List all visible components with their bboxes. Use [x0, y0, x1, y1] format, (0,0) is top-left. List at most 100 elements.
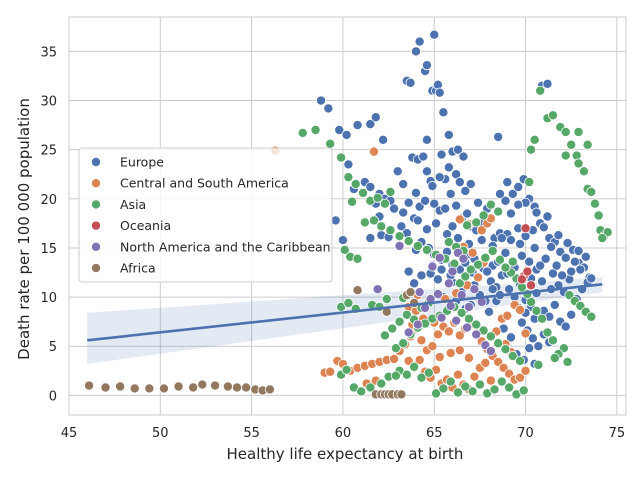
- point-europe: [513, 182, 524, 193]
- point-europe: [531, 207, 542, 218]
- point-asia: [416, 372, 427, 383]
- point-asia: [325, 138, 336, 149]
- point-europe: [536, 276, 547, 287]
- legend-label: Central and South America: [120, 176, 289, 191]
- point-central-and-south-america: [454, 214, 465, 225]
- point-europe: [421, 224, 432, 235]
- point-europe: [458, 151, 469, 162]
- point-europe: [557, 270, 568, 281]
- point-asia: [496, 376, 507, 387]
- point-europe: [452, 233, 463, 244]
- point-africa: [222, 381, 233, 392]
- point-asia: [409, 361, 420, 372]
- point-europe: [396, 221, 407, 232]
- legend-marker: [91, 241, 102, 252]
- point-africa: [115, 381, 126, 392]
- point-asia: [445, 376, 456, 387]
- point-asia: [454, 278, 465, 289]
- point-europe: [421, 134, 432, 145]
- point-north-america-and-the-caribbean: [432, 289, 443, 300]
- point-asia: [467, 386, 478, 397]
- point-europe: [465, 179, 476, 190]
- point-asia: [485, 199, 496, 210]
- point-europe: [447, 221, 458, 232]
- x-axis-label: Healthy life expectancy at birth: [227, 445, 464, 463]
- point-europe: [434, 87, 445, 98]
- point-north-america-and-the-caribbean: [372, 284, 383, 295]
- point-central-and-south-america: [520, 328, 531, 339]
- point-europe: [533, 341, 544, 352]
- points-layer: [84, 29, 613, 400]
- point-asia: [394, 316, 405, 327]
- point-europe: [438, 107, 449, 118]
- point-asia: [500, 262, 511, 273]
- point-central-and-south-america: [515, 304, 526, 315]
- point-asia: [507, 256, 518, 267]
- legend-marker: [91, 199, 102, 210]
- point-asia: [478, 210, 489, 221]
- point-asia: [452, 387, 463, 398]
- point-europe: [337, 235, 348, 246]
- point-europe: [392, 166, 403, 177]
- point-central-and-south-america: [427, 341, 438, 352]
- point-asia: [586, 186, 597, 197]
- point-europe: [527, 333, 538, 344]
- point-asia: [473, 259, 484, 270]
- point-europe: [403, 197, 414, 208]
- point-europe: [427, 181, 438, 192]
- point-asia: [597, 233, 608, 244]
- point-asia: [549, 353, 560, 364]
- legend-label: Europe: [120, 155, 164, 170]
- point-asia: [493, 338, 504, 349]
- point-europe: [500, 195, 511, 206]
- point-asia: [529, 134, 540, 145]
- point-europe: [365, 119, 376, 130]
- point-asia: [421, 244, 432, 255]
- point-africa: [210, 380, 221, 391]
- point-europe: [553, 230, 564, 241]
- point-asia: [365, 382, 376, 393]
- point-europe: [484, 306, 495, 317]
- point-africa: [264, 384, 275, 395]
- point-asia: [474, 379, 485, 390]
- point-europe: [429, 198, 440, 209]
- point-central-and-south-america: [515, 372, 526, 383]
- plot-frame: [68, 16, 627, 416]
- x-tick-label: 50: [152, 426, 169, 441]
- axes: 45 50 55 60 65 70 75 0 5 10 15 20 25 30 35: [40, 16, 627, 441]
- point-central-and-south-america: [502, 310, 513, 321]
- legend-box: [78, 147, 333, 283]
- point-europe: [482, 266, 493, 277]
- point-central-and-south-america: [414, 354, 425, 365]
- point-africa: [241, 382, 252, 393]
- point-africa: [84, 380, 95, 391]
- point-asia: [385, 186, 396, 197]
- point-europe: [529, 242, 540, 253]
- point-europe: [421, 166, 432, 177]
- point-europe: [560, 321, 571, 332]
- point-north-america-and-the-caribbean: [471, 329, 482, 340]
- point-asia: [376, 378, 387, 389]
- point-europe: [524, 343, 535, 354]
- point-asia: [582, 139, 593, 150]
- point-europe: [513, 199, 524, 210]
- point-europe: [414, 36, 425, 47]
- point-north-america-and-the-caribbean: [436, 312, 447, 323]
- point-africa: [129, 383, 140, 394]
- point-north-america-and-the-caribbean: [414, 287, 425, 298]
- point-north-america-and-the-caribbean: [403, 327, 414, 338]
- point-oceania: [522, 266, 533, 277]
- y-tick-label: 10: [40, 291, 57, 306]
- point-asia: [526, 144, 537, 155]
- point-europe: [515, 239, 526, 250]
- point-europe: [443, 129, 454, 140]
- point-asia: [460, 381, 471, 392]
- point-europe: [378, 134, 389, 145]
- point-europe: [487, 284, 498, 295]
- point-europe: [586, 273, 597, 284]
- point-asia: [535, 85, 546, 96]
- point-asia: [493, 206, 504, 217]
- point-asia: [443, 237, 454, 248]
- legend-label: Asia: [120, 197, 146, 212]
- point-europe: [352, 120, 363, 131]
